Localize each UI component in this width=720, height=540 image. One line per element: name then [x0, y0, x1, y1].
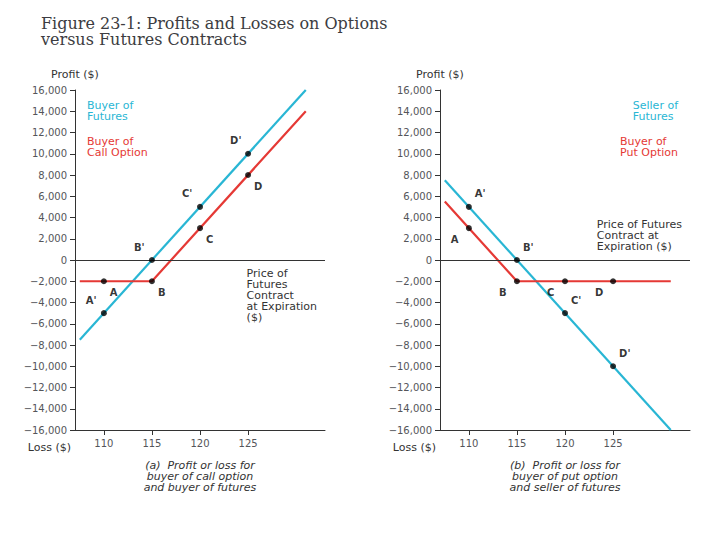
svg-text:115: 115	[507, 438, 526, 449]
svg-text:6,000: 6,000	[403, 191, 432, 202]
svg-text:A: A	[110, 287, 118, 298]
svg-text:−14,000: −14,000	[389, 403, 432, 414]
svg-text:120: 120	[555, 438, 574, 449]
svg-text:−6,000: −6,000	[30, 318, 67, 329]
svg-text:4,000: 4,000	[403, 212, 432, 223]
svg-text:Profit ($): Profit ($)	[51, 68, 99, 81]
svg-text:and seller of futures: and seller of futures	[510, 481, 621, 494]
svg-text:0: 0	[426, 255, 432, 266]
svg-text:Put Option: Put Option	[620, 146, 678, 159]
svg-text:Futures: Futures	[633, 110, 674, 123]
svg-text:D': D'	[619, 348, 630, 359]
svg-text:Seller of: Seller of	[632, 99, 678, 112]
svg-text:16,000: 16,000	[397, 85, 432, 96]
svg-text:Buyer of: Buyer of	[87, 135, 134, 148]
svg-text:16,000: 16,000	[32, 85, 67, 96]
svg-text:Profit ($): Profit ($)	[416, 68, 464, 81]
svg-text:B: B	[158, 287, 166, 298]
svg-text:−12,000: −12,000	[24, 382, 67, 393]
svg-text:(a) Profit or loss for: (a) Profit or loss for	[145, 459, 255, 472]
svg-text:6,000: 6,000	[38, 191, 67, 202]
svg-text:Contract at: Contract at	[596, 229, 659, 242]
svg-text:−2,000: −2,000	[30, 276, 67, 287]
svg-text:Price of Futures: Price of Futures	[596, 218, 682, 231]
svg-text:10,000: 10,000	[397, 148, 432, 159]
svg-text:Loss ($): Loss ($)	[393, 441, 436, 454]
svg-text:−16,000: −16,000	[24, 425, 67, 436]
svg-text:−4,000: −4,000	[395, 297, 432, 308]
svg-text:A': A'	[475, 188, 486, 199]
svg-text:2,000: 2,000	[403, 233, 432, 244]
svg-text:C: C	[547, 287, 554, 298]
svg-text:Call Option: Call Option	[87, 146, 148, 159]
svg-text:8,000: 8,000	[403, 170, 432, 181]
svg-text:−2,000: −2,000	[395, 276, 432, 287]
svg-text:Figure 23-1: Profits and Losse: Figure 23-1: Profits and Losses on Optio…	[41, 13, 388, 33]
svg-text:125: 125	[604, 438, 623, 449]
svg-text:−14,000: −14,000	[24, 403, 67, 414]
svg-text:B': B'	[134, 242, 145, 253]
svg-text:−12,000: −12,000	[389, 382, 432, 393]
svg-text:Contract: Contract	[246, 289, 294, 302]
svg-text:115: 115	[142, 438, 161, 449]
svg-text:120: 120	[190, 438, 209, 449]
svg-text:−4,000: −4,000	[30, 297, 67, 308]
svg-text:10,000: 10,000	[32, 148, 67, 159]
svg-text:−16,000: −16,000	[389, 425, 432, 436]
svg-text:D: D	[254, 181, 262, 192]
svg-text:($): ($)	[247, 311, 263, 324]
svg-text:Futures: Futures	[87, 110, 128, 123]
svg-text:12,000: 12,000	[397, 127, 432, 138]
svg-text:4,000: 4,000	[38, 212, 67, 223]
svg-text:−8,000: −8,000	[395, 340, 432, 351]
svg-text:Futures: Futures	[246, 278, 288, 291]
svg-text:buyer of put option: buyer of put option	[512, 470, 618, 483]
svg-text:C': C'	[571, 295, 581, 306]
svg-text:D: D	[595, 287, 603, 298]
svg-text:Price of: Price of	[246, 267, 288, 280]
svg-text:B: B	[499, 287, 507, 298]
svg-text:B': B'	[523, 242, 534, 253]
svg-text:Expiration ($): Expiration ($)	[597, 240, 672, 253]
svg-text:versus Futures Contracts: versus Futures Contracts	[40, 30, 247, 49]
svg-text:A': A'	[86, 295, 97, 306]
svg-text:14,000: 14,000	[397, 106, 432, 117]
svg-text:−10,000: −10,000	[389, 361, 432, 372]
svg-text:−8,000: −8,000	[30, 340, 67, 351]
svg-text:2,000: 2,000	[38, 233, 67, 244]
svg-text:(b) Profit or loss for: (b) Profit or loss for	[510, 459, 620, 472]
svg-text:Loss ($): Loss ($)	[28, 441, 71, 454]
svg-text:C: C	[206, 234, 213, 245]
svg-text:A: A	[451, 234, 459, 245]
svg-text:Buyer of: Buyer of	[620, 135, 667, 148]
svg-text:0: 0	[61, 255, 67, 266]
svg-text:buyer of call option: buyer of call option	[146, 470, 254, 483]
svg-text:C': C'	[182, 188, 192, 199]
svg-text:8,000: 8,000	[38, 170, 67, 181]
svg-text:110: 110	[459, 438, 478, 449]
svg-text:and buyer of futures: and buyer of futures	[144, 481, 257, 494]
svg-text:12,000: 12,000	[32, 127, 67, 138]
svg-text:110: 110	[94, 438, 113, 449]
svg-text:−10,000: −10,000	[24, 361, 67, 372]
svg-text:14,000: 14,000	[32, 106, 67, 117]
svg-text:125: 125	[239, 438, 258, 449]
svg-text:Buyer of: Buyer of	[87, 99, 134, 112]
svg-text:D': D'	[230, 135, 241, 146]
svg-text:at Expiration: at Expiration	[246, 300, 317, 313]
svg-text:−6,000: −6,000	[395, 318, 432, 329]
